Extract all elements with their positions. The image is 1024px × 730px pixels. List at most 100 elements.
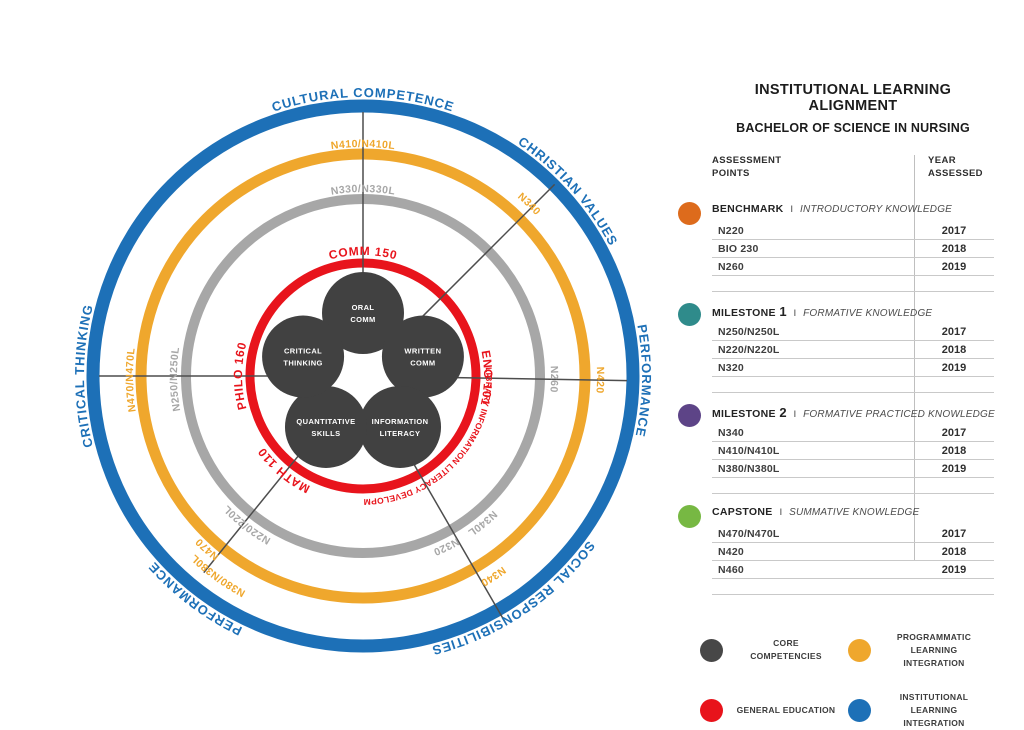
group-name: BENCHMARK bbox=[712, 203, 784, 215]
learning-alignment-wheel: ORAL COMM WRITTEN COMM INFORMATION LITERACY QU… bbox=[0, 0, 653, 658]
group-header: BENCHMARK I INTRODUCTORY KNOWLEDGE bbox=[712, 203, 994, 222]
core-competency-label: THINKING bbox=[283, 359, 322, 368]
core-competency-label: ORAL bbox=[352, 303, 375, 312]
empty-row bbox=[712, 377, 994, 393]
empty-row bbox=[712, 276, 994, 292]
year-assessed: 2017 bbox=[941, 427, 967, 439]
column-headers: ASSESSMENT POINTS YEAR ASSESSED bbox=[712, 155, 994, 191]
year-assessed: 2018 bbox=[941, 546, 967, 558]
year-assessed: 2017 bbox=[941, 225, 967, 237]
panel-header: INSTITUTIONAL LEARNING ALIGNMENT BACHELO… bbox=[712, 82, 994, 135]
course-code: N380/N380L bbox=[718, 463, 780, 475]
core-competency-circle bbox=[284, 385, 367, 468]
ring-label: PERFORMANCE bbox=[145, 559, 244, 639]
legend-item: GENERAL EDUCATION bbox=[700, 691, 848, 729]
course-row: N220 2017 bbox=[712, 222, 994, 240]
ring-label: COMM 150 bbox=[327, 244, 399, 263]
course-code: N320 bbox=[718, 362, 744, 374]
core-competency-circle bbox=[322, 272, 404, 354]
group-description: FORMATIVE KNOWLEDGE bbox=[803, 308, 933, 319]
ring-label: ENG 101 bbox=[478, 349, 495, 407]
year-assessed: 2019 bbox=[941, 463, 967, 475]
legend-color-dot bbox=[848, 638, 871, 662]
course-row: N220/N220L 2018 bbox=[712, 341, 994, 359]
info-panel: INSTITUTIONAL LEARNING ALIGNMENT BACHELO… bbox=[672, 82, 995, 730]
year-assessed: 2019 bbox=[941, 362, 967, 374]
course-row: N260 2019 bbox=[712, 258, 994, 276]
assessment-group: MILESTONE 1 I FORMATIVE KNOWLEDGE N250/N250… bbox=[678, 303, 994, 393]
assessment-group: MILESTONE 2 I FORMATIVE PRACTICED KNOWLEDG… bbox=[678, 404, 995, 494]
group-color-dot bbox=[678, 505, 701, 528]
core-competency-circle bbox=[381, 315, 464, 398]
core-competency-label: QUANTITATIVE bbox=[296, 417, 355, 426]
group-number: 1 bbox=[775, 304, 787, 319]
assessment-table: ASSESSMENT POINTS YEAR ASSESSED BENCHMAR… bbox=[678, 155, 995, 595]
legend-item: INSTITUTIONAL LEARNING INTEGRATION bbox=[848, 691, 994, 729]
core-competency-label: LITERACY bbox=[380, 429, 421, 438]
course-code: N260 bbox=[718, 261, 744, 273]
core-competency-label: COMM bbox=[410, 359, 435, 368]
page-title: INSTITUTIONAL LEARNING ALIGNMENT bbox=[754, 82, 952, 114]
year-assessed: 2018 bbox=[941, 445, 967, 457]
assessment-group: BENCHMARK I INTRODUCTORY KNOWLEDGE N220 2017… bbox=[678, 202, 994, 292]
ring-label: N250/N250L bbox=[168, 346, 183, 412]
course-code: N220/N220L bbox=[718, 344, 780, 356]
course-code: BIO 230 bbox=[718, 243, 759, 255]
empty-row bbox=[712, 579, 994, 595]
group-header: CAPSTONE I SUMMATIVE KNOWLEDGE bbox=[712, 506, 994, 525]
core-competency-label: CRITICAL bbox=[284, 347, 322, 356]
course-code: N420 bbox=[718, 546, 744, 558]
legend-color-dot bbox=[848, 698, 871, 722]
ring-institutional-learning-integration bbox=[86, 99, 640, 653]
core-competency-label: WRITTEN bbox=[404, 347, 441, 356]
ring-label: CRITICAL THINKING bbox=[72, 303, 96, 450]
core-competency-label: INFORMATION bbox=[372, 417, 429, 426]
course-code: N460 bbox=[718, 564, 744, 576]
legend-color-dot bbox=[700, 698, 723, 722]
course-row: N470/N470L 2017 bbox=[712, 525, 994, 543]
group-color-dot bbox=[678, 202, 701, 225]
ring-label: N410/N410L bbox=[330, 138, 396, 152]
group-name: MILESTONE bbox=[712, 307, 776, 319]
group-description: SUMMATIVE KNOWLEDGE bbox=[789, 507, 920, 518]
legend-label: INSTITUTIONAL LEARNING INTEGRATION bbox=[899, 692, 969, 728]
group-color-dot bbox=[678, 303, 701, 326]
ring-label: N420 bbox=[593, 367, 606, 394]
group-header: MILESTONE 2 I FORMATIVE PRACTICED KNOWLEDG… bbox=[712, 405, 995, 424]
year-assessed-header: YEAR ASSESSED bbox=[928, 155, 983, 179]
legend: CORE COMPETENCIES PROGRAMMATIC LEARNING I… bbox=[700, 631, 994, 730]
core-competency-label: SKILLS bbox=[311, 429, 340, 438]
group-name: MILESTONE bbox=[712, 408, 776, 420]
group-color-dot bbox=[678, 404, 701, 427]
course-row: N250/N250L 2017 bbox=[712, 323, 994, 341]
assessment-points-header: ASSESSMENT POINTS bbox=[712, 155, 782, 179]
group-separator: I bbox=[793, 409, 797, 419]
empty-row bbox=[712, 478, 994, 494]
legend-color-dot bbox=[700, 638, 723, 662]
year-assessed: 2019 bbox=[941, 261, 967, 273]
core-competency-label: COMM bbox=[350, 315, 375, 324]
legend-label: GENERAL EDUCATION bbox=[736, 705, 836, 715]
legend-label: CORE COMPETENCIES bbox=[750, 638, 822, 662]
course-row: N410/N410L 2018 bbox=[712, 442, 994, 460]
ring-label: N330/N330L bbox=[330, 183, 396, 198]
group-description: FORMATIVE PRACTICED KNOWLEDGE bbox=[803, 409, 995, 420]
core-competency-circle bbox=[359, 385, 442, 468]
group-description: INTRODUCTORY KNOWLEDGE bbox=[800, 204, 953, 215]
legend-label: PROGRAMMATIC LEARNING INTEGRATION bbox=[896, 632, 972, 668]
course-row: BIO 230 2018 bbox=[712, 240, 994, 258]
year-assessed: 2017 bbox=[941, 326, 967, 338]
legend-item: PROGRAMMATIC LEARNING INTEGRATION bbox=[848, 631, 994, 669]
course-code: N220 bbox=[718, 225, 744, 237]
year-assessed: 2018 bbox=[941, 243, 967, 255]
ring-label: N260 bbox=[547, 366, 560, 394]
course-code: N470/N470L bbox=[718, 528, 780, 540]
course-code: N410/N410L bbox=[718, 445, 780, 457]
page-subtitle: BACHELOR OF SCIENCE IN NURSING bbox=[736, 121, 970, 135]
group-separator: I bbox=[779, 507, 783, 517]
course-row: N460 2019 bbox=[712, 561, 994, 579]
group-separator: I bbox=[793, 308, 797, 318]
ring-label: PHILO 160 bbox=[231, 340, 249, 411]
group-header: MILESTONE 1 I FORMATIVE KNOWLEDGE bbox=[712, 304, 994, 323]
legend-item: CORE COMPETENCIES bbox=[700, 631, 848, 669]
